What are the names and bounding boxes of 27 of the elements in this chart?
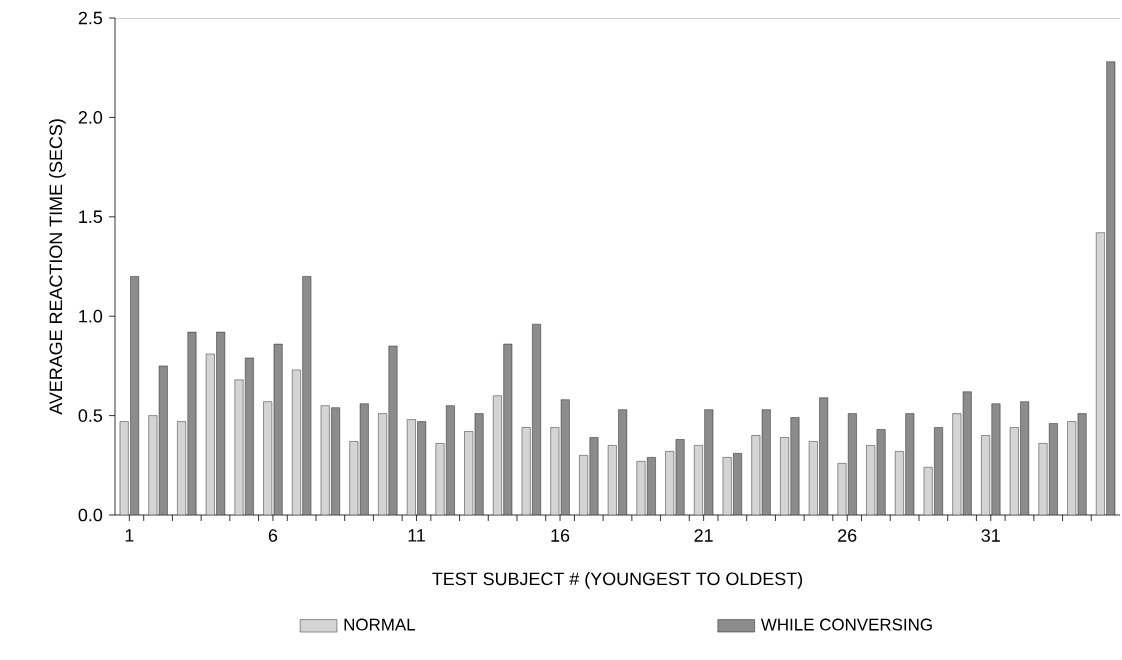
x-tick-label: 26 — [838, 529, 857, 542]
x-tick-label: 1 — [125, 529, 134, 542]
x-tick-label: 21 — [694, 529, 713, 542]
legend-label: WHILE CONVERSING — [760, 618, 932, 631]
bar — [187, 331, 197, 515]
bar — [991, 403, 1001, 515]
y-tick-label: 2.0 — [78, 111, 103, 124]
y-tick-label: 2.5 — [78, 11, 103, 25]
legend-label: NORMAL — [344, 618, 416, 631]
bar — [388, 345, 398, 515]
x-axis-title: TEST SUBJECT # (YOUNGEST TO OLDEST) — [432, 572, 803, 589]
y-axis-title: AVERAGE REACTION TIME (SECS) — [49, 119, 66, 415]
x-tick-label: 6 — [268, 529, 278, 542]
bar — [589, 437, 599, 515]
bar — [837, 463, 847, 515]
bar — [636, 461, 646, 515]
x-tick-label: 16 — [551, 529, 570, 542]
bar — [1038, 443, 1048, 515]
bar — [234, 379, 244, 515]
bar — [435, 443, 445, 515]
x-tick-label: 11 — [408, 529, 425, 542]
y-tick-label: 1.0 — [79, 309, 103, 323]
bar — [790, 417, 800, 515]
y-tick-label: 0.5 — [78, 409, 103, 422]
y-tick-label: 0.0 — [78, 508, 103, 522]
y-tick-label: 1.5 — [79, 210, 103, 224]
x-tick-label: 31 — [981, 529, 1000, 542]
